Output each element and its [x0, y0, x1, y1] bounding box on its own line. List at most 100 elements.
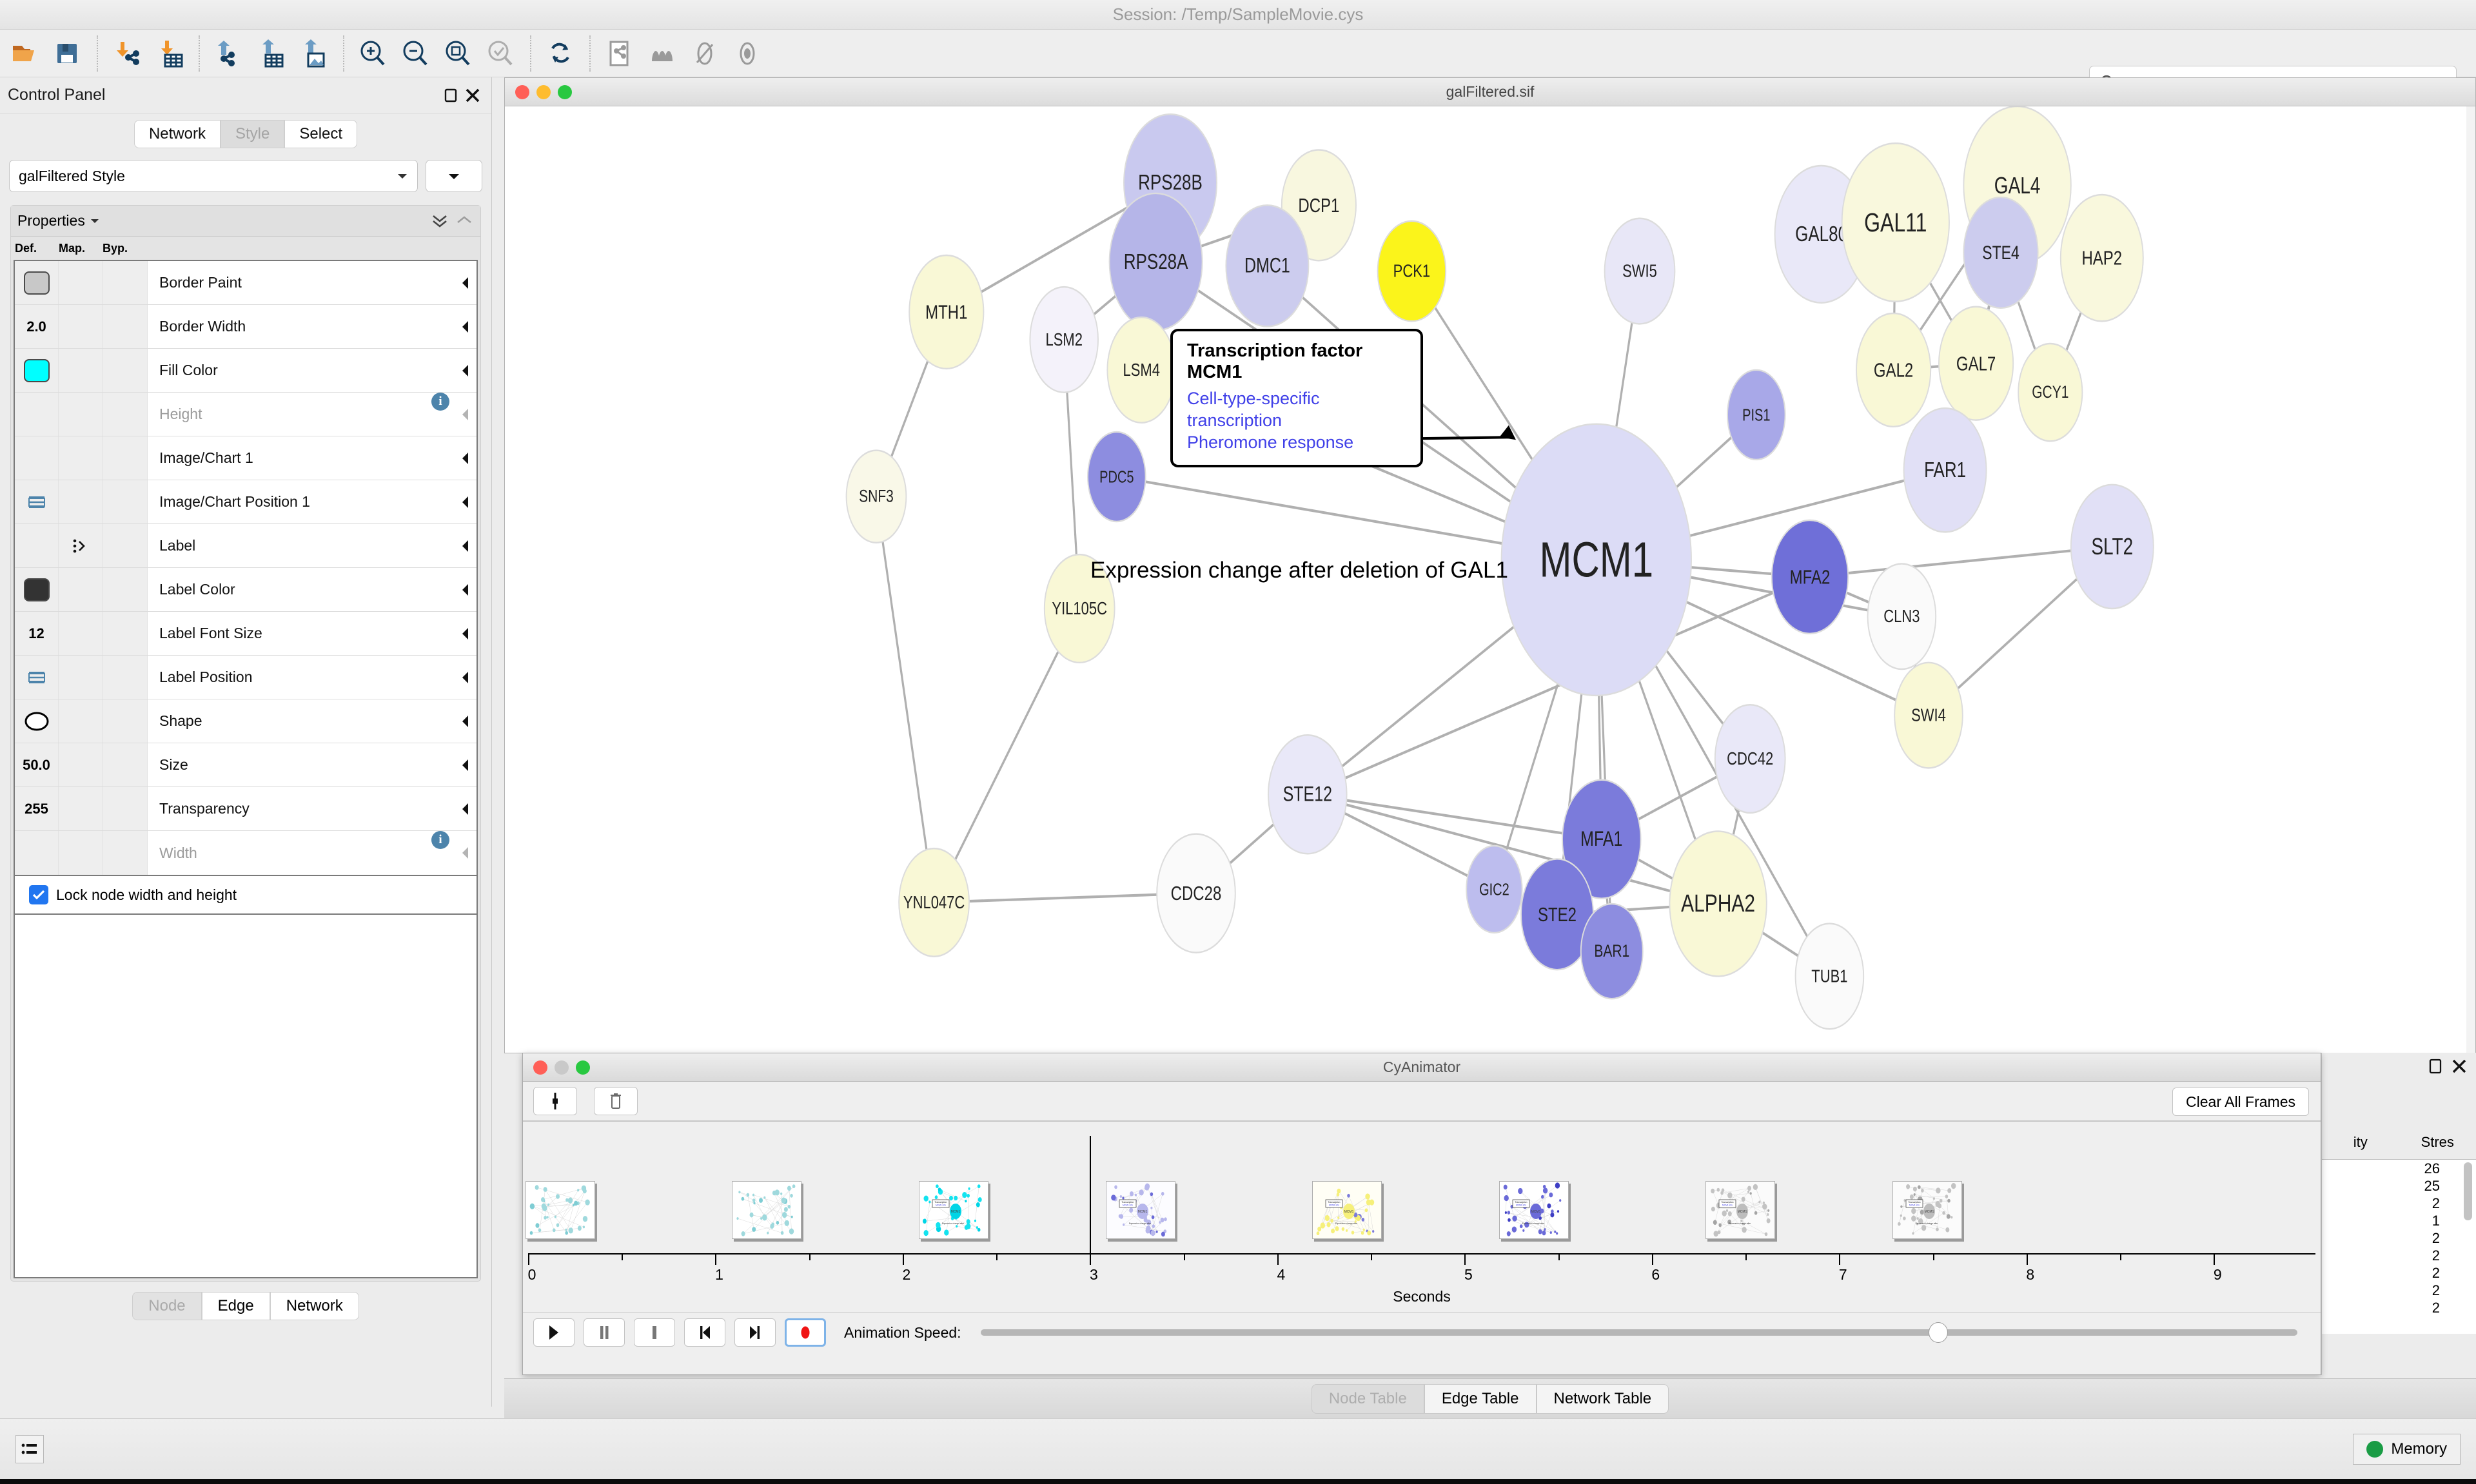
property-bypass-cell[interactable]: [103, 612, 148, 655]
property-mapping-cell[interactable]: [59, 524, 103, 567]
network-node[interactable]: LSM4: [1106, 316, 1176, 424]
tab-node[interactable]: Node: [132, 1292, 202, 1320]
info-icon[interactable]: i: [431, 393, 449, 411]
network-edge[interactable]: [933, 607, 1081, 904]
network-node[interactable]: STE4: [1963, 196, 2039, 309]
close-icon[interactable]: [2451, 1059, 2467, 1077]
table-row[interactable]: 2: [2432, 1195, 2440, 1211]
expand-property-arrow-icon[interactable]: [455, 568, 477, 611]
table-row[interactable]: 1: [2432, 1212, 2440, 1229]
expand-property-arrow-icon[interactable]: [455, 261, 477, 304]
property-default-cell[interactable]: 12: [15, 612, 59, 655]
property-bypass-cell[interactable]: [103, 524, 148, 567]
import-network-icon[interactable]: [108, 35, 146, 72]
pause-button[interactable]: [584, 1318, 625, 1347]
timeline-frame[interactable]: MCM1 Transcription MCM1 info Expression cha…: [1312, 1181, 1382, 1239]
cyanimator-timeline[interactable]: MCM1 Transcription MCM1 info Expression cha…: [523, 1122, 2321, 1313]
property-mapping-cell[interactable]: [59, 480, 103, 523]
style-options-menu-button[interactable]: [426, 160, 482, 192]
property-bypass-cell[interactable]: [103, 393, 148, 436]
table-row[interactable]: 2: [2432, 1229, 2440, 1246]
tab-network-style[interactable]: Network: [270, 1292, 359, 1320]
property-row[interactable]: 255 Transparency: [15, 787, 477, 831]
property-mapping-cell[interactable]: [59, 568, 103, 611]
property-mapping-cell[interactable]: [59, 349, 103, 392]
animation-speed-slider[interactable]: [980, 1322, 2297, 1343]
timeline-frame[interactable]: [731, 1181, 801, 1239]
network-canvas[interactable]: RPS28B DCP1 RPS28A DMC1 PCK1 SWI5 GAL80 GAL11 GA…: [505, 106, 2475, 1053]
network-node[interactable]: PCK1: [1377, 220, 1447, 322]
network-node[interactable]: GAL11: [1841, 142, 1950, 302]
table-row[interactable]: 26: [2424, 1160, 2440, 1176]
timeline-frame[interactable]: MCM1 Transcription MCM1 info Expression cha…: [1705, 1181, 1775, 1239]
property-bypass-cell[interactable]: [103, 699, 148, 743]
network-node[interactable]: GCY1: [2018, 342, 2083, 442]
property-default-cell[interactable]: 50.0: [15, 743, 59, 786]
expand-property-arrow-icon[interactable]: [455, 349, 477, 392]
property-mapping-cell[interactable]: [59, 612, 103, 655]
property-row[interactable]: Width i: [15, 831, 477, 875]
double-chevron-down-icon[interactable]: [430, 213, 449, 229]
property-row[interactable]: Label Position: [15, 656, 477, 699]
timeline-frame[interactable]: MCM1 Transcription MCM1 info Expression cha…: [1106, 1181, 1176, 1239]
tab-edge[interactable]: Edge: [201, 1292, 270, 1320]
network-node[interactable]: ALPHA2: [1669, 830, 1767, 977]
property-default-cell[interactable]: [15, 436, 59, 480]
minimize-window-button[interactable]: [536, 84, 551, 99]
network-node[interactable]: HAP2: [2059, 193, 2144, 322]
export-table-icon[interactable]: [253, 35, 290, 72]
expand-property-arrow-icon[interactable]: [455, 480, 477, 523]
property-mapping-cell[interactable]: [59, 787, 103, 830]
column-header-ity[interactable]: ity: [2353, 1133, 2368, 1150]
next-frame-button[interactable]: [734, 1318, 776, 1347]
property-row[interactable]: 2.0 Border Width: [15, 305, 477, 349]
show-all-icon[interactable]: [729, 35, 766, 72]
play-button[interactable]: [533, 1318, 575, 1347]
expression-change-annotation[interactable]: Expression change after deletion of GAL1: [1090, 558, 1508, 583]
property-row[interactable]: Image/Chart 1: [15, 436, 477, 480]
network-node[interactable]: PDC5: [1087, 431, 1146, 523]
zoom-fit-icon[interactable]: [440, 35, 477, 72]
zoom-window-button[interactable]: [558, 84, 572, 99]
property-mapping-cell[interactable]: [59, 305, 103, 348]
timeline-frame[interactable]: MCM1 Transcription MCM1 info Expression cha…: [918, 1181, 988, 1239]
property-row[interactable]: 12 Label Font Size: [15, 612, 477, 656]
network-edge[interactable]: [934, 892, 1197, 904]
network-edge[interactable]: [1307, 793, 1718, 905]
close-window-button[interactable]: [515, 84, 529, 99]
table-row[interactable]: 2: [2432, 1299, 2440, 1316]
network-node[interactable]: MCM1: [1500, 423, 1692, 697]
property-mapping-cell[interactable]: [59, 656, 103, 699]
network-node[interactable]: SNF3: [845, 449, 907, 543]
network-node[interactable]: MTH1: [909, 254, 985, 370]
network-edge[interactable]: [1809, 545, 2112, 578]
cyanimator-close-button[interactable]: [533, 1060, 547, 1075]
info-icon[interactable]: i: [431, 831, 449, 849]
timeline-frame[interactable]: [526, 1181, 595, 1239]
network-node[interactable]: MFA2: [1771, 519, 1849, 635]
expand-property-arrow-icon[interactable]: [455, 393, 477, 436]
tab-style[interactable]: Style: [220, 120, 285, 148]
color-swatch[interactable]: [23, 271, 50, 295]
tab-node-table[interactable]: Node Table: [1311, 1383, 1424, 1414]
list-icon[interactable]: [15, 1434, 44, 1463]
network-node[interactable]: STE12: [1268, 734, 1348, 855]
expand-property-arrow-icon[interactable]: [455, 831, 477, 875]
network-node[interactable]: SLT2: [2070, 483, 2154, 610]
network-node[interactable]: CDC28: [1156, 833, 1236, 953]
property-bypass-cell[interactable]: [103, 568, 148, 611]
stop-button[interactable]: [634, 1318, 675, 1347]
property-default-cell[interactable]: [15, 261, 59, 304]
double-chevron-up-icon[interactable]: [455, 213, 474, 229]
expand-property-arrow-icon[interactable]: [455, 699, 477, 743]
property-bypass-cell[interactable]: [103, 436, 148, 480]
property-bypass-cell[interactable]: [103, 743, 148, 786]
property-row[interactable]: Image/Chart Position 1: [15, 480, 477, 524]
table-row[interactable]: 2: [2432, 1247, 2440, 1264]
chevron-down-icon[interactable]: [90, 218, 99, 224]
table-vertical-scrollbar[interactable]: [2464, 1162, 2472, 1220]
mcm1-callout-annotation[interactable]: Transcription factor MCM1 Cell-type-spec…: [1170, 329, 1423, 468]
restore-window-icon[interactable]: [440, 84, 462, 106]
property-mapping-cell[interactable]: [59, 436, 103, 480]
property-row[interactable]: 50.0 Size: [15, 743, 477, 787]
